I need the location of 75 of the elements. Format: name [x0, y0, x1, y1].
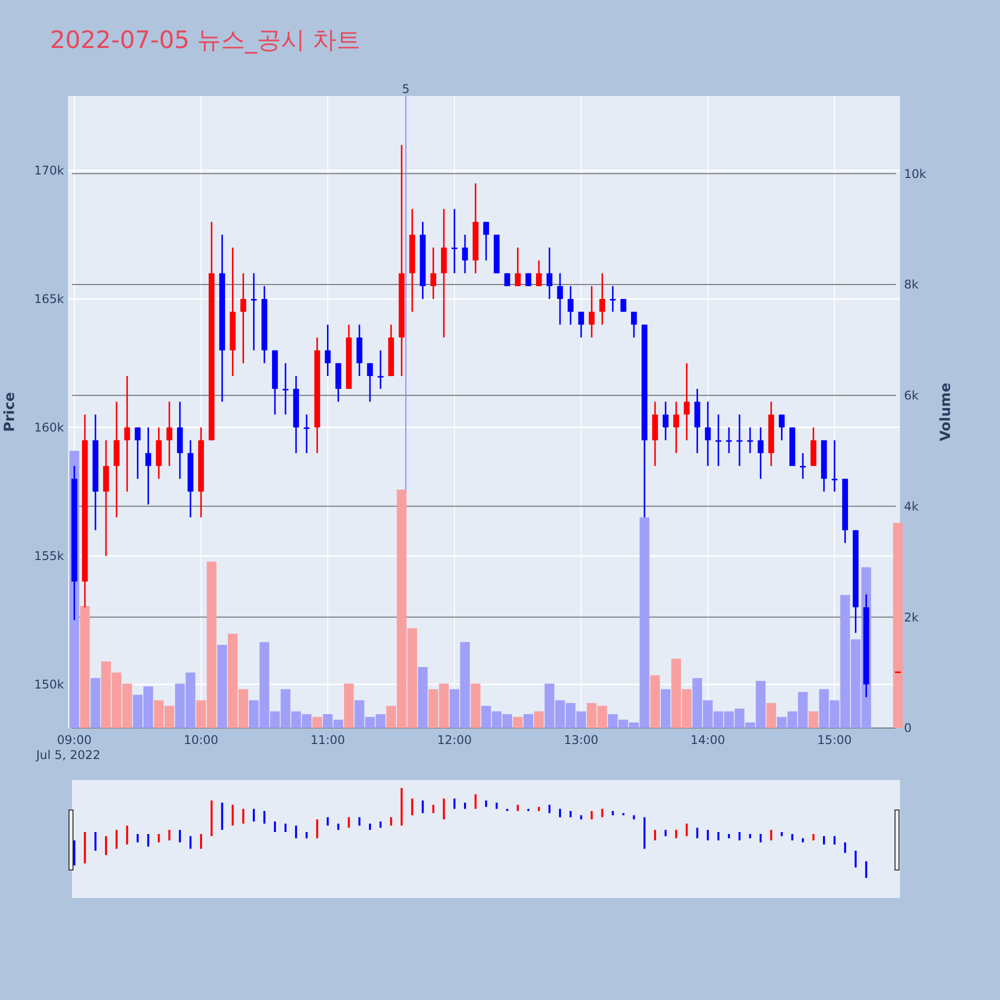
candlestick [673, 400, 680, 454]
y-axis-title: Price [2, 392, 18, 432]
candlestick [620, 298, 626, 313]
candlestick [684, 362, 690, 442]
y-tick-label: 165k [34, 292, 64, 306]
candlestick [662, 400, 669, 442]
chart-title: 2022-07-05 뉴스_공시 차트 [50, 26, 361, 54]
candlestick [832, 440, 838, 492]
x-tick-label: 12:00 [437, 733, 472, 747]
x-tick-label: 13:00 [564, 733, 598, 747]
candlestick [715, 414, 722, 467]
x-tick-label: 15:00 [817, 733, 852, 747]
y2-tick-label: 2k [904, 610, 919, 624]
y-tick-label: 150k [34, 678, 64, 692]
bar [344, 684, 354, 728]
candlestick [514, 246, 521, 287]
candlestick [304, 414, 310, 454]
candlestick [462, 234, 468, 274]
candlestick [758, 426, 764, 480]
bar [650, 675, 660, 728]
y2-tick-label: 10k [904, 166, 926, 181]
y2-axis-title: Volume [938, 382, 954, 442]
bar [660, 689, 670, 728]
candlestick [452, 208, 458, 274]
bar [808, 711, 818, 728]
candlestick [800, 452, 806, 480]
candlestick [736, 414, 742, 467]
candlestick [704, 400, 711, 467]
y-tick-label: 160k [34, 420, 64, 435]
candlestick [124, 375, 130, 492]
candlestick [588, 285, 595, 338]
bar [217, 644, 228, 728]
candlestick [240, 272, 246, 364]
bar [766, 703, 776, 728]
candlestick [166, 400, 172, 467]
candlestick [778, 414, 785, 442]
candlestick [145, 426, 152, 506]
y-tick-label: 155k [34, 549, 64, 564]
x-tick-label: 11:00 [310, 733, 346, 747]
bar [418, 667, 428, 728]
candlestick [631, 311, 637, 338]
candlestick [378, 350, 384, 390]
x-tick-label: 09:00 Jul 5, 2022 [35, 733, 100, 762]
bar [893, 522, 903, 728]
ref-line-label: 5 [402, 82, 410, 96]
candlestick [134, 426, 141, 480]
candlestick [747, 426, 753, 454]
candlestick [578, 311, 584, 338]
candlestick [536, 260, 542, 287]
bar [512, 716, 523, 728]
bar [534, 711, 544, 728]
y-tick-label: 170k [34, 164, 64, 178]
candlestick [557, 272, 563, 326]
candlestick [324, 324, 331, 377]
candlestick [568, 285, 574, 326]
bar [90, 678, 100, 728]
bar [523, 714, 534, 728]
candlestick [367, 362, 373, 402]
candlestick [250, 272, 257, 352]
x-tick-label: 14:00 [690, 733, 726, 747]
candlestick [599, 272, 606, 326]
candlestick [430, 246, 436, 300]
y2-tick-label: 4k [904, 499, 919, 514]
y2-tick-label: 8k [904, 278, 919, 292]
candlestick [610, 285, 616, 313]
bar [80, 606, 90, 728]
candlestick [726, 426, 732, 454]
candlestick [483, 221, 490, 262]
y2-tick-label: 6k [904, 388, 919, 403]
bar [312, 716, 322, 728]
candlestick [282, 362, 288, 416]
x-tick-label: 10:00 [184, 733, 218, 747]
y2-tick-label: 0 [904, 721, 912, 736]
candlestick [546, 246, 552, 300]
bar [470, 684, 480, 728]
